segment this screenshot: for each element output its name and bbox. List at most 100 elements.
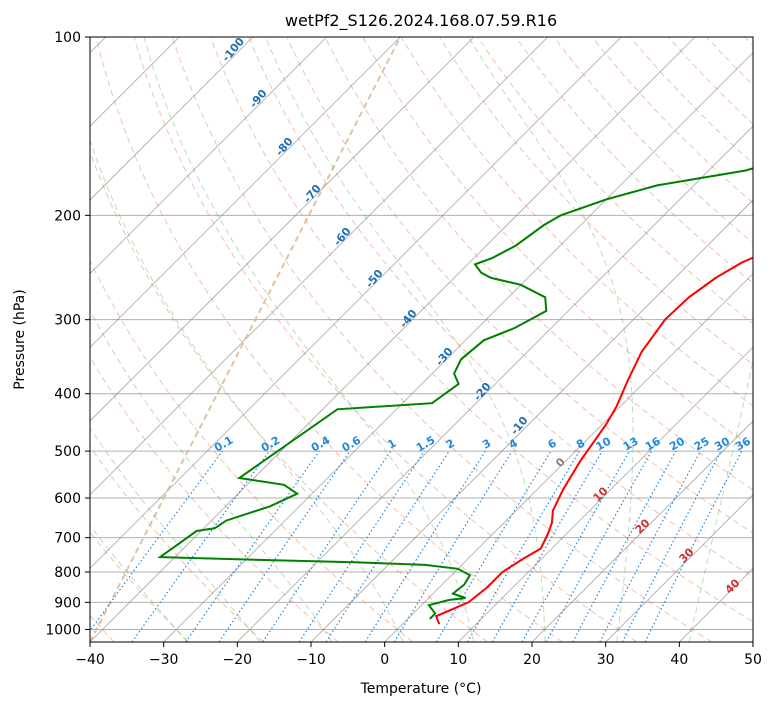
y-tick-label: 300 — [54, 313, 81, 329]
mixing-ratio-line — [185, 450, 320, 642]
mixing-ratio-line — [131, 450, 270, 642]
isotherm-line — [752, 641, 753, 642]
mixing-ratio-line — [545, 450, 653, 642]
moist-adiabat-label: 40 — [723, 576, 743, 596]
y-tick-label: 100 — [54, 30, 81, 46]
isotherm-line — [90, 37, 696, 642]
mixing-ratio-label: 2 — [444, 437, 457, 452]
isotherm-line — [90, 37, 548, 496]
moist-adiabat-line — [265, 37, 546, 642]
y-tick-label: 400 — [54, 387, 81, 403]
moist-adiabat-line — [90, 309, 333, 642]
moist-adiabat-line — [90, 138, 404, 642]
isotherm-line — [237, 125, 753, 642]
dry-adiabat-line — [438, 37, 753, 366]
chart-title: wetPf2_S126.2024.168.07.59.R16 — [285, 11, 557, 31]
plot-frame — [89, 36, 754, 643]
x-tick-label: −40 — [75, 652, 105, 668]
moist-adiabat-label: 20 — [633, 516, 653, 536]
moist-adiabat-line — [467, 37, 634, 642]
dry-adiabat-line — [362, 37, 753, 449]
isotherm-line — [679, 567, 753, 642]
dry-adiabat-label: -70 — [301, 182, 324, 206]
mixing-ratio-label: 4 — [507, 436, 520, 451]
mixing-ratio-label: 1 — [385, 437, 398, 452]
dry-adiabat-label: -30 — [433, 345, 456, 369]
mixing-ratio-line — [218, 450, 351, 642]
isotherm-line — [310, 199, 753, 642]
dry-adiabat-label: -80 — [273, 135, 296, 159]
dewpoint-profile-line — [157, 167, 753, 620]
moist-adiabat-line — [688, 358, 753, 642]
isotherm-line — [531, 420, 753, 642]
mixing-ratio-line — [364, 450, 486, 642]
isotherm-line — [90, 37, 401, 348]
dry-adiabat-line — [90, 259, 414, 642]
x-axis-label: Temperature (°C) — [360, 681, 482, 697]
dry-adiabat-label: -50 — [363, 267, 386, 291]
dry-adiabat-line — [629, 37, 753, 165]
moist-adiabat-line — [90, 524, 188, 642]
dry-adiabat-label: -90 — [247, 87, 270, 111]
temperature-profile-line — [434, 256, 753, 625]
dry-adiabat-line — [553, 37, 753, 244]
mixing-ratio-label: 8 — [574, 437, 587, 452]
dry-adiabat-line — [591, 37, 753, 204]
isotherm-line — [458, 346, 753, 642]
mixing-ratio-line — [298, 450, 425, 642]
x-tick-label: 50 — [744, 652, 762, 668]
moist-adiabat-line — [90, 427, 261, 642]
dry-adiabat-line — [171, 37, 712, 642]
x-tick-label: 20 — [523, 652, 541, 668]
y-tick-label: 800 — [54, 565, 81, 581]
moist-adiabat-label: 30 — [677, 545, 697, 565]
isotherm-line — [90, 37, 475, 422]
dry-adiabat-line — [90, 531, 190, 642]
dry-adiabat-line — [90, 150, 488, 642]
mixing-ratio-line — [572, 450, 677, 642]
y-tick-label: 700 — [54, 531, 81, 547]
dry-adiabat-label: -10 — [508, 414, 531, 438]
mixing-ratio-line — [262, 450, 392, 642]
x-tick-label: 30 — [597, 652, 615, 668]
dry-adiabat-line — [248, 37, 753, 578]
x-tick-label: 0 — [380, 652, 389, 668]
isotherm-line — [90, 37, 254, 201]
isotherm-line — [163, 52, 753, 642]
x-tick-label: −20 — [223, 652, 253, 668]
y-tick-label: 1000 — [45, 622, 81, 638]
dry-adiabat-line — [95, 37, 563, 642]
dry-adiabat-line — [400, 37, 753, 407]
y-tick-label: 900 — [54, 595, 81, 611]
mixing-ratio-line — [435, 450, 552, 642]
y-tick-label: 200 — [54, 208, 81, 224]
dry-adiabat-line — [286, 37, 753, 534]
x-tick-label: −30 — [149, 652, 179, 668]
y-tick-label: 500 — [54, 444, 81, 460]
dry-adiabat-label: -100 — [219, 35, 247, 65]
isotherm-line — [384, 273, 753, 642]
isotherm-line — [90, 37, 622, 569]
dry-adiabat-line — [744, 37, 753, 47]
dry-adiabat-label: -40 — [397, 307, 420, 331]
dry-adiabat-line — [706, 37, 753, 86]
mixing-ratio-line — [325, 450, 450, 642]
mixing-ratio-line — [393, 450, 513, 642]
x-tick-label: 10 — [449, 652, 467, 668]
dry-adiabat-line — [515, 37, 753, 284]
moist-adiabat-label: 10 — [591, 484, 611, 504]
mixing-ratio-line — [90, 450, 223, 632]
isotherm-line — [605, 494, 753, 642]
dry-adiabat-line — [133, 37, 638, 642]
dry-adiabat-label: -60 — [331, 225, 354, 249]
moist-adiabat-label: 0 — [553, 455, 568, 470]
mixing-ratio-label: 3 — [480, 437, 493, 452]
dry-adiabat-line — [90, 37, 402, 642]
mixing-ratio-line — [521, 450, 631, 642]
moist-adiabat-line — [143, 37, 475, 642]
mixing-ratio-line — [644, 450, 743, 642]
isotherm-line — [90, 37, 327, 275]
dry-adiabat-label: -20 — [471, 380, 494, 404]
mixing-ratio-label: 6 — [546, 436, 559, 451]
